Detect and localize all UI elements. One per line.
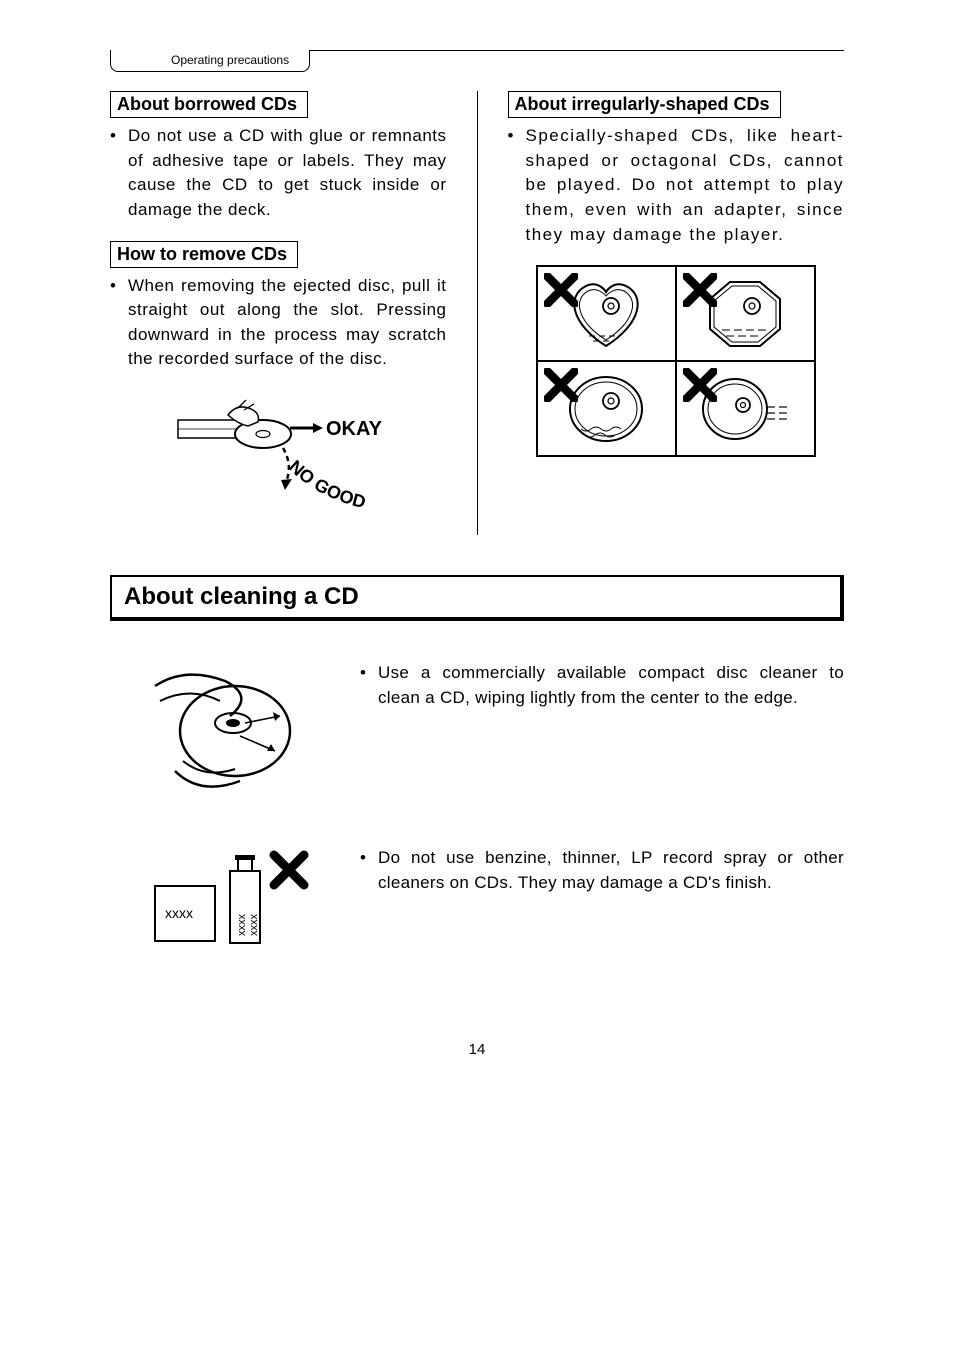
cell-round-cd bbox=[676, 361, 815, 456]
nogood-label: NO GOOD bbox=[285, 456, 368, 512]
x-icon bbox=[683, 273, 717, 307]
spray-illustration: xxxx xxxx xxxx bbox=[130, 846, 330, 961]
bullet-dot: • bbox=[508, 124, 526, 247]
cell-heart-cd bbox=[537, 266, 676, 361]
breadcrumb: Operating precautions bbox=[110, 50, 310, 72]
cleaning-text-1: • Use a commercially available compact d… bbox=[360, 661, 844, 710]
bullet-text: Specially-shaped CDs, like heart-shaped … bbox=[526, 124, 845, 247]
bullet-remove: • When removing the ejected disc, pull i… bbox=[110, 274, 447, 373]
spray-label-3: xxxx bbox=[248, 914, 260, 937]
spray-label-2: xxxx bbox=[236, 914, 248, 937]
okay-diagram: OKAY NO GOOD bbox=[110, 390, 447, 545]
bullet-irregular: • Specially-shaped CDs, like heart-shape… bbox=[508, 124, 845, 247]
bullet-borrowed: • Do not use a CD with glue or remnants … bbox=[110, 124, 447, 223]
cell-wavy-cd bbox=[537, 361, 676, 456]
left-column: About borrowed CDs • Do not use a CD wit… bbox=[110, 91, 447, 545]
cleaning-row-1: • Use a commercially available compact d… bbox=[110, 661, 844, 806]
x-icon bbox=[544, 273, 578, 307]
two-column-region: About borrowed CDs • Do not use a CD wit… bbox=[110, 91, 844, 545]
bullet-dot: • bbox=[110, 124, 128, 223]
bullet-dot: • bbox=[360, 846, 378, 895]
okay-label: OKAY bbox=[326, 418, 383, 440]
bullet-text: Use a commercially available compact dis… bbox=[378, 661, 844, 710]
cell-octagon-cd bbox=[676, 266, 815, 361]
page-number: 14 bbox=[110, 1041, 844, 1058]
x-icon bbox=[683, 368, 717, 402]
heading-remove: How to remove CDs bbox=[110, 241, 298, 268]
section-heading-cleaning: About cleaning a CD bbox=[110, 575, 844, 621]
right-column: About irregularly-shaped CDs • Specially… bbox=[508, 91, 845, 545]
bullet-dot: • bbox=[360, 661, 378, 710]
spray-label: xxxx bbox=[165, 905, 193, 921]
wipe-illustration bbox=[130, 661, 330, 806]
bullet-text: Do not use benzine, thinner, LP record s… bbox=[378, 846, 844, 895]
bullet-text: Do not use a CD with glue or remnants of… bbox=[128, 124, 447, 223]
cleaning-text-2: • Do not use benzine, thinner, LP record… bbox=[360, 846, 844, 895]
disc-eject-illustration: OKAY NO GOOD bbox=[168, 390, 388, 540]
bullet-dot: • bbox=[110, 274, 128, 373]
heading-irregular: About irregularly-shaped CDs bbox=[508, 91, 781, 118]
irregular-cd-grid bbox=[536, 265, 816, 457]
cleaning-row-2: xxxx xxxx xxxx • Do not use benzine, thi… bbox=[110, 846, 844, 961]
x-icon bbox=[544, 368, 578, 402]
heading-borrowed: About borrowed CDs bbox=[110, 91, 308, 118]
column-divider bbox=[477, 91, 478, 535]
bullet-text: When removing the ejected disc, pull it … bbox=[128, 274, 447, 373]
header-rule: Operating precautions bbox=[110, 50, 844, 51]
